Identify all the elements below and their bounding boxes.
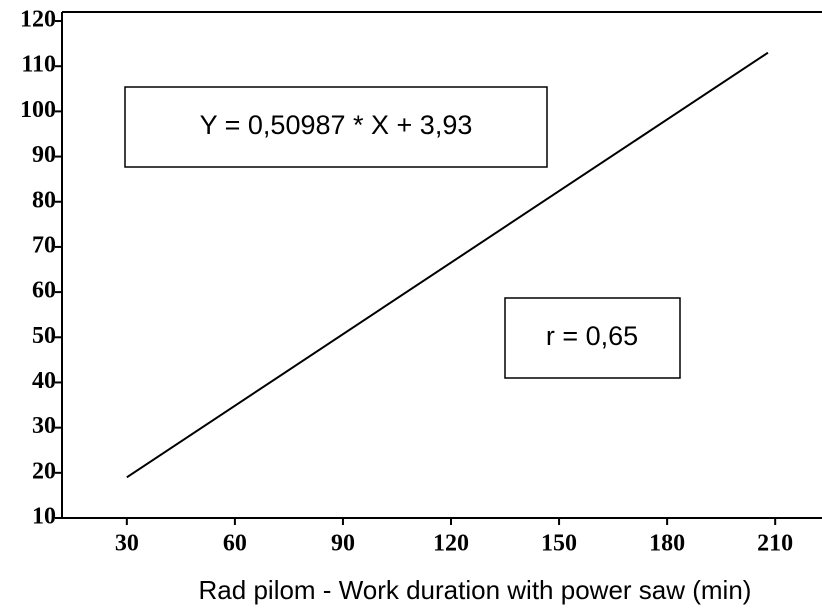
x-tick-label: 90 (331, 531, 355, 557)
y-tick-label: 60 (32, 278, 56, 304)
x-tick-label: 60 (223, 531, 247, 557)
y-tick-label: 10 (32, 504, 56, 530)
y-tick-label: 30 (32, 413, 56, 439)
x-tick-label: 180 (649, 531, 685, 557)
y-tick-label: 20 (32, 458, 56, 484)
x-tick-label: 30 (115, 531, 139, 557)
x-tick-label: 150 (541, 531, 577, 557)
y-tick-label: 110 (21, 52, 56, 78)
equation-box (124, 86, 548, 168)
y-tick-label: 80 (32, 187, 56, 213)
x-axis-label: Rad pilom - Work duration with power saw… (199, 575, 752, 605)
x-tick-label: 210 (757, 531, 793, 557)
y-tick-label: 50 (32, 323, 56, 349)
r-box (504, 297, 681, 379)
y-tick-label: 100 (20, 97, 56, 123)
y-tick-label: 70 (32, 232, 56, 258)
annotation: Y = 0,50987 * X + 3,93 (200, 110, 473, 140)
annotation: r = 0,65 (546, 321, 638, 351)
y-tick-label: 90 (32, 142, 56, 168)
x-tick-label: 120 (433, 531, 469, 557)
y-tick-label: 40 (32, 368, 56, 394)
regression-line (126, 51, 769, 479)
y-tick-label: 120 (20, 7, 56, 33)
